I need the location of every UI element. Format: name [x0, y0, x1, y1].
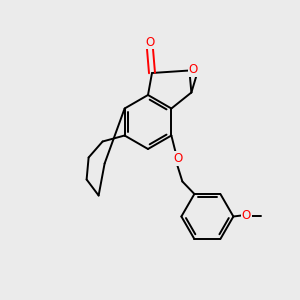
Text: O: O: [174, 152, 183, 165]
Text: O: O: [146, 35, 154, 49]
Text: O: O: [189, 63, 198, 76]
Text: O: O: [242, 209, 251, 222]
